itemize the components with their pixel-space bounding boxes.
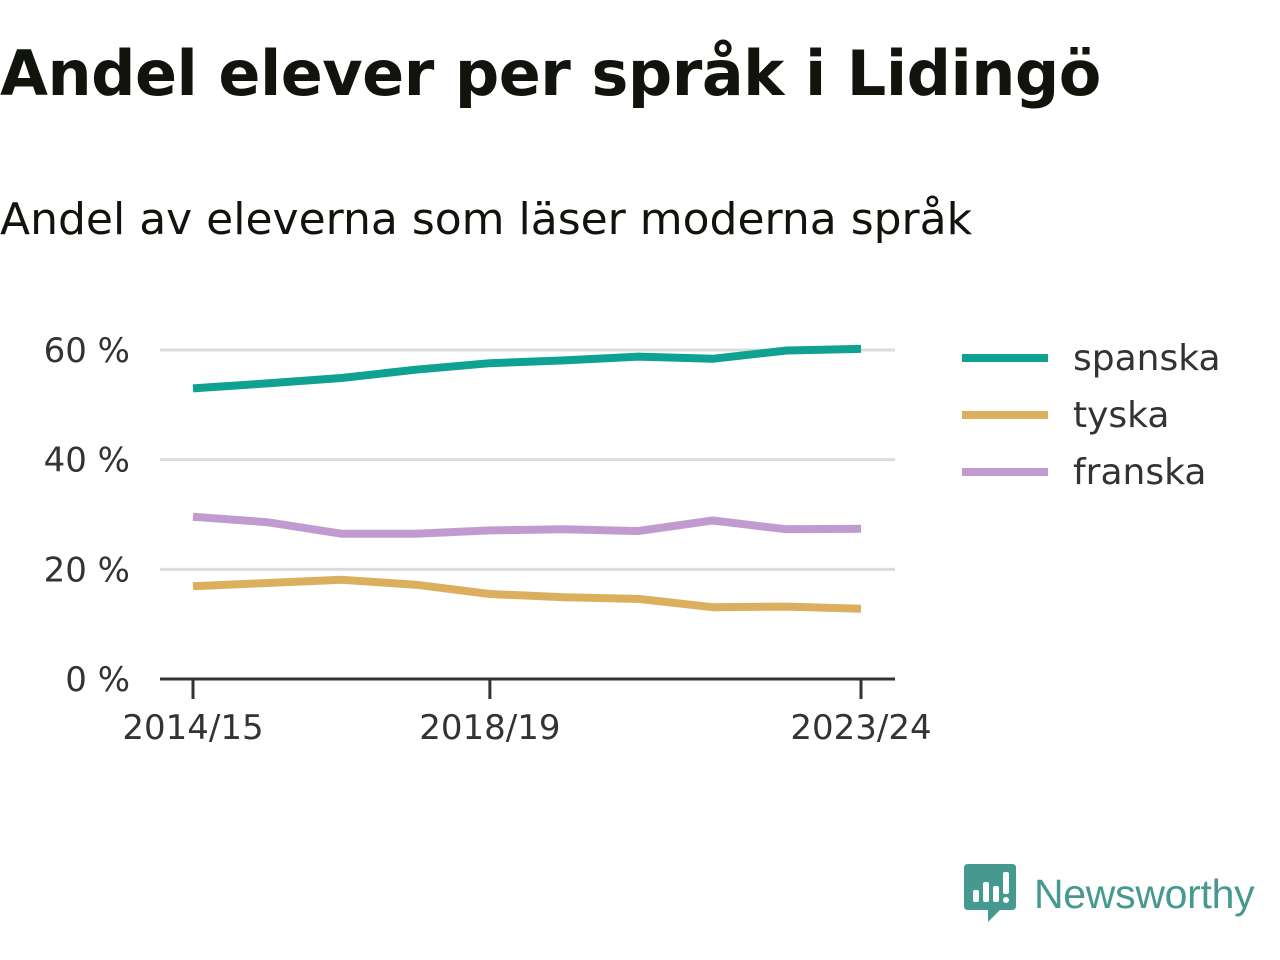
chart-title: Andel elever per språk i Lidingö	[0, 37, 1101, 110]
legend: spanska tyska franska	[962, 338, 1221, 493]
series-line-franska	[192, 512, 862, 538]
x-tick-label: 2014/15	[122, 708, 263, 748]
line-chart: 2014/15 2018/19 2023/24 0 % 20 % 40 % 60 % sp…	[44, 331, 1221, 748]
chart-subtitle: Andel av eleverna som läser moderna språ…	[0, 194, 973, 245]
y-axis-labels: 0 % 20 % 40 % 60 %	[44, 331, 130, 700]
series-lines	[192, 344, 862, 613]
x-axis: 2014/15 2018/19 2023/24	[122, 677, 932, 748]
y-tick-label: 20 %	[44, 550, 130, 590]
x-tick-label: 2018/19	[419, 708, 560, 748]
newsworthy-logo: Newsworthy	[964, 864, 1255, 924]
x-tick-label: 2023/24	[790, 708, 931, 748]
y-tick-label: 40 %	[44, 441, 130, 481]
y-tick-label: 60 %	[44, 331, 130, 371]
y-tick-label: 0 %	[65, 660, 130, 700]
legend-label-tyska: tyska	[1073, 395, 1169, 436]
logo-text: Newsworthy	[1034, 870, 1255, 917]
series-line-tyska	[192, 575, 862, 613]
legend-label-spanska: spanska	[1073, 338, 1221, 379]
series-line-spanska	[192, 344, 862, 393]
newsworthy-chart-bubble-icon	[964, 864, 1016, 922]
legend-label-franska: franska	[1073, 452, 1206, 493]
